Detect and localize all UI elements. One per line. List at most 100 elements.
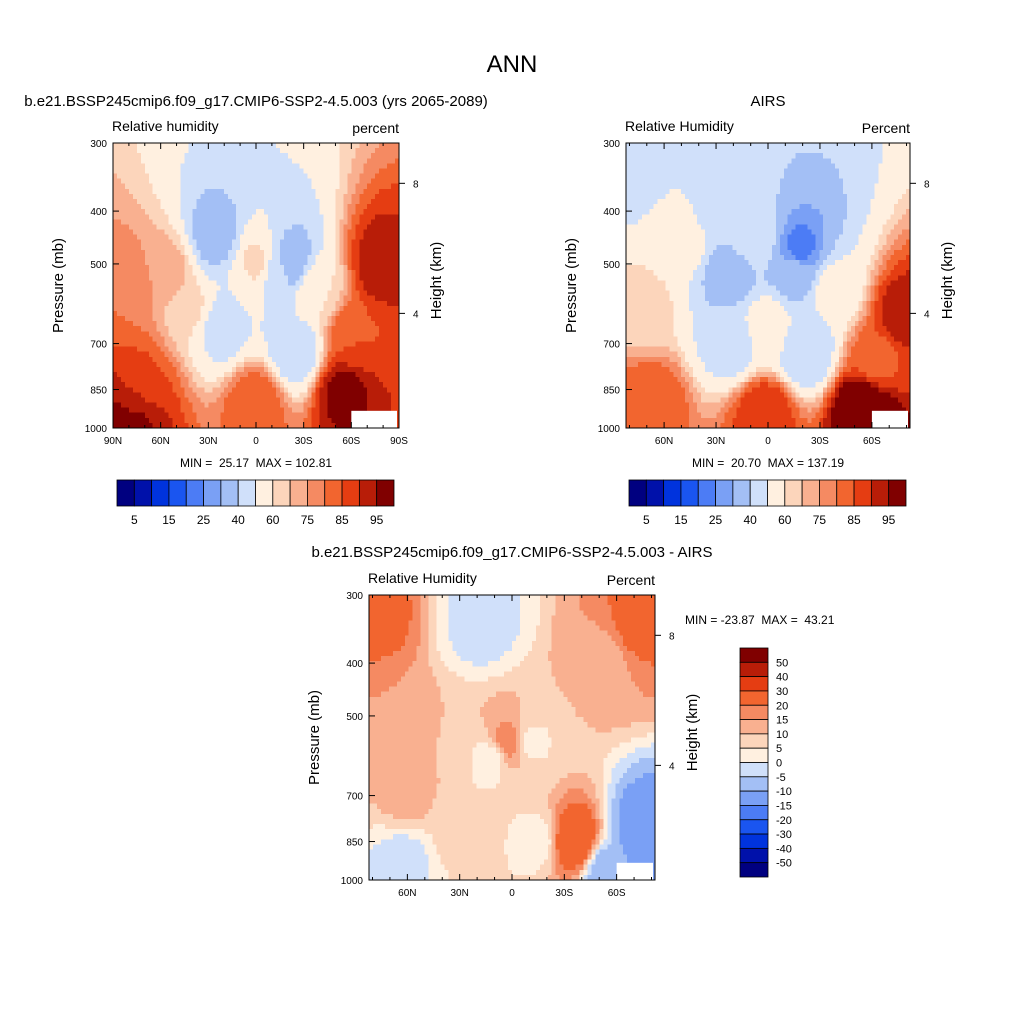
contour-cell <box>303 153 309 159</box>
contour-cell <box>323 372 329 378</box>
contour-cell <box>180 387 186 393</box>
contour-cell <box>665 382 670 388</box>
contour-cell <box>228 326 233 332</box>
contour-cell <box>311 346 317 353</box>
contour-cell <box>387 280 392 287</box>
contour-cell <box>283 188 289 195</box>
contour-cell <box>248 260 253 266</box>
contour-cell <box>244 198 249 205</box>
contour-cell <box>359 331 364 337</box>
contour-cell <box>120 382 126 388</box>
contour-cell <box>669 204 674 210</box>
contour-cell <box>307 336 313 343</box>
contour-cell <box>657 219 663 226</box>
contour-cell <box>339 377 344 383</box>
contour-cell <box>335 305 341 312</box>
contour-cell <box>383 397 388 404</box>
contour-cell <box>259 254 265 261</box>
contour-cell <box>124 366 130 373</box>
contour-cell <box>677 244 682 251</box>
contour-cell <box>252 153 257 159</box>
contour-cell <box>152 280 158 287</box>
contour-cell <box>248 372 253 378</box>
contour-cell <box>113 244 118 251</box>
contour-cell <box>204 422 209 429</box>
contour-cell <box>259 270 265 276</box>
contour-cell <box>156 361 162 368</box>
contour-cell <box>626 143 631 149</box>
contour-cell <box>244 377 249 383</box>
contour-cell <box>335 422 341 429</box>
contour-cell <box>113 331 118 337</box>
contour-cell <box>669 153 674 159</box>
contour-cell <box>184 234 190 241</box>
contour-cell <box>633 372 639 378</box>
contour-cell <box>244 372 249 378</box>
contour-cell <box>653 249 659 256</box>
contour-cell <box>367 310 372 317</box>
colorbar-swatch <box>324 479 343 507</box>
contour-cell <box>200 153 205 159</box>
contour-cell <box>128 188 134 195</box>
contour-cell <box>132 198 138 205</box>
contour-cell <box>641 341 647 348</box>
contour-cell <box>256 214 261 220</box>
contour-cell <box>371 188 376 195</box>
contour-cell <box>228 377 233 383</box>
contour-cell <box>351 341 356 348</box>
contour-cell <box>160 397 166 404</box>
contour-cell <box>371 285 376 292</box>
contour-cell <box>351 254 356 261</box>
contour-cell <box>669 382 674 388</box>
contour-cell <box>283 387 289 393</box>
contour-cell <box>311 270 317 276</box>
contour-cell <box>287 229 293 236</box>
contour-cell <box>649 290 655 297</box>
contour-cell <box>673 280 678 287</box>
contour-cell <box>375 290 380 297</box>
contour-cell <box>657 417 663 424</box>
contour-cell <box>375 244 380 251</box>
contour-cell <box>343 326 348 332</box>
contour-cell <box>140 295 146 302</box>
contour-cell <box>256 372 261 378</box>
contour-cell <box>331 422 337 429</box>
contour-cell <box>220 143 225 149</box>
contour-cell <box>279 382 285 388</box>
contour-cell <box>669 209 674 215</box>
contour-cell <box>248 254 253 261</box>
contour-cell <box>319 275 325 282</box>
contour-cell <box>331 377 337 383</box>
contour-cell <box>653 290 659 297</box>
contour-cell <box>271 295 277 302</box>
contour-cell <box>677 417 682 424</box>
contour-cell <box>180 163 186 170</box>
contour-cell <box>267 153 273 159</box>
contour-cell <box>156 173 162 180</box>
contour-cell <box>649 397 655 404</box>
contour-cell <box>236 372 241 378</box>
contour-cell <box>391 305 396 312</box>
contour-cell <box>224 382 229 388</box>
contour-cell <box>319 407 325 414</box>
contour-cell <box>681 316 686 322</box>
contour-cell <box>331 280 337 287</box>
contour-cell <box>244 254 249 261</box>
contour-cell <box>113 387 118 393</box>
contour-cell <box>267 209 273 215</box>
units-label: Percent <box>862 120 910 136</box>
contour-cell <box>224 234 229 241</box>
contour-cell <box>168 361 174 368</box>
contour-cell <box>184 168 190 175</box>
contour-cell <box>295 224 301 231</box>
contour-cell <box>208 300 213 307</box>
contour-cell <box>256 305 261 312</box>
contour-cell <box>148 285 154 292</box>
contour-cell <box>299 270 305 276</box>
contour-cell <box>216 310 221 317</box>
contour-cell <box>629 244 635 251</box>
contour-cell <box>172 143 178 149</box>
contour-cell <box>327 285 333 292</box>
contour-cell <box>626 422 631 429</box>
y2-axis-label: Height (km) <box>428 242 445 320</box>
